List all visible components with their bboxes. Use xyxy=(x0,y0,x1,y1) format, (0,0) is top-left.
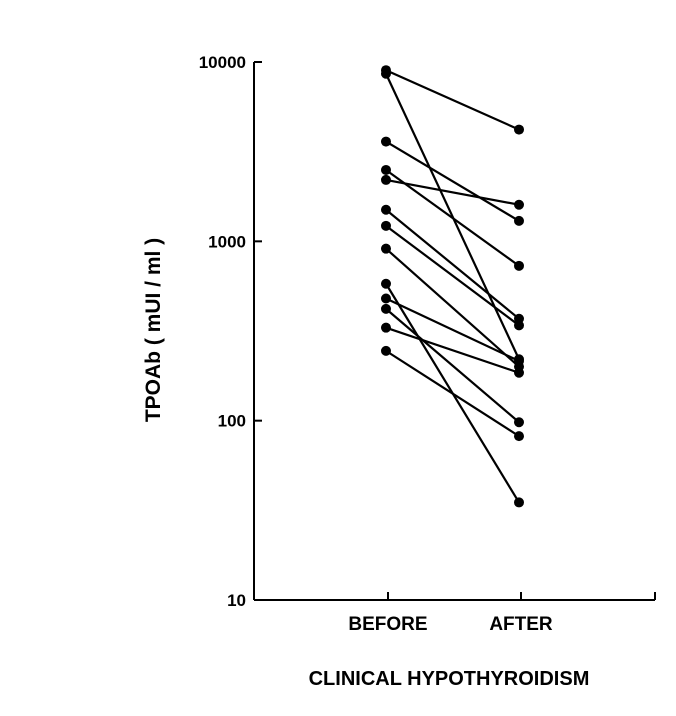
y-tick-label: 100 xyxy=(218,412,246,431)
data-point xyxy=(381,174,391,185)
series-line xyxy=(385,247,520,368)
data-point xyxy=(381,204,391,215)
series-line xyxy=(385,308,520,424)
data-point xyxy=(514,124,524,135)
series-patient-4 xyxy=(381,164,524,271)
data-point xyxy=(514,431,524,442)
y-axis-label: TPOAb ( mUI / ml ) xyxy=(142,238,165,422)
data-point xyxy=(381,243,391,254)
series-line xyxy=(385,169,520,267)
series-patient-11 xyxy=(381,303,524,428)
data-point xyxy=(514,199,524,210)
series-patient-12 xyxy=(381,322,524,378)
series-patient-1 xyxy=(381,65,524,135)
series-patient-3 xyxy=(381,136,524,226)
series-line xyxy=(385,349,520,438)
data-point xyxy=(514,260,524,271)
series-line xyxy=(385,208,520,320)
series-line xyxy=(385,140,520,222)
series-patient-2 xyxy=(381,68,524,365)
series-line xyxy=(385,178,520,206)
data-point xyxy=(381,136,391,147)
data-point xyxy=(381,68,391,79)
data-point xyxy=(514,497,524,508)
series-line xyxy=(385,73,520,360)
data-point xyxy=(381,303,391,314)
series-line xyxy=(385,69,520,131)
y-tick-label: 10 xyxy=(227,591,246,610)
x-axis-label: CLINICAL HYPOTHYROIDISM xyxy=(309,668,590,690)
data-point xyxy=(514,417,524,428)
data-point xyxy=(514,356,524,367)
y-tick-label: 10000 xyxy=(199,53,246,72)
data-point xyxy=(381,164,391,175)
data-point xyxy=(514,215,524,226)
data-point xyxy=(381,220,391,231)
x-tick-label-before: BEFORE xyxy=(348,614,427,635)
series-patient-7 xyxy=(381,220,524,331)
data-point xyxy=(381,293,391,304)
series-line xyxy=(385,224,520,327)
data-point xyxy=(381,278,391,289)
series-line xyxy=(385,326,520,374)
data-point xyxy=(381,322,391,333)
series-patient-13 xyxy=(381,345,524,442)
x-tick-label-after: AFTER xyxy=(489,614,553,635)
y-tick-label: 1000 xyxy=(208,232,246,251)
series-patient-10 xyxy=(381,293,524,367)
data-point xyxy=(514,367,524,378)
series-patient-5 xyxy=(381,174,524,210)
data-point xyxy=(514,320,524,331)
data-point xyxy=(381,345,391,356)
series-line xyxy=(385,297,520,363)
